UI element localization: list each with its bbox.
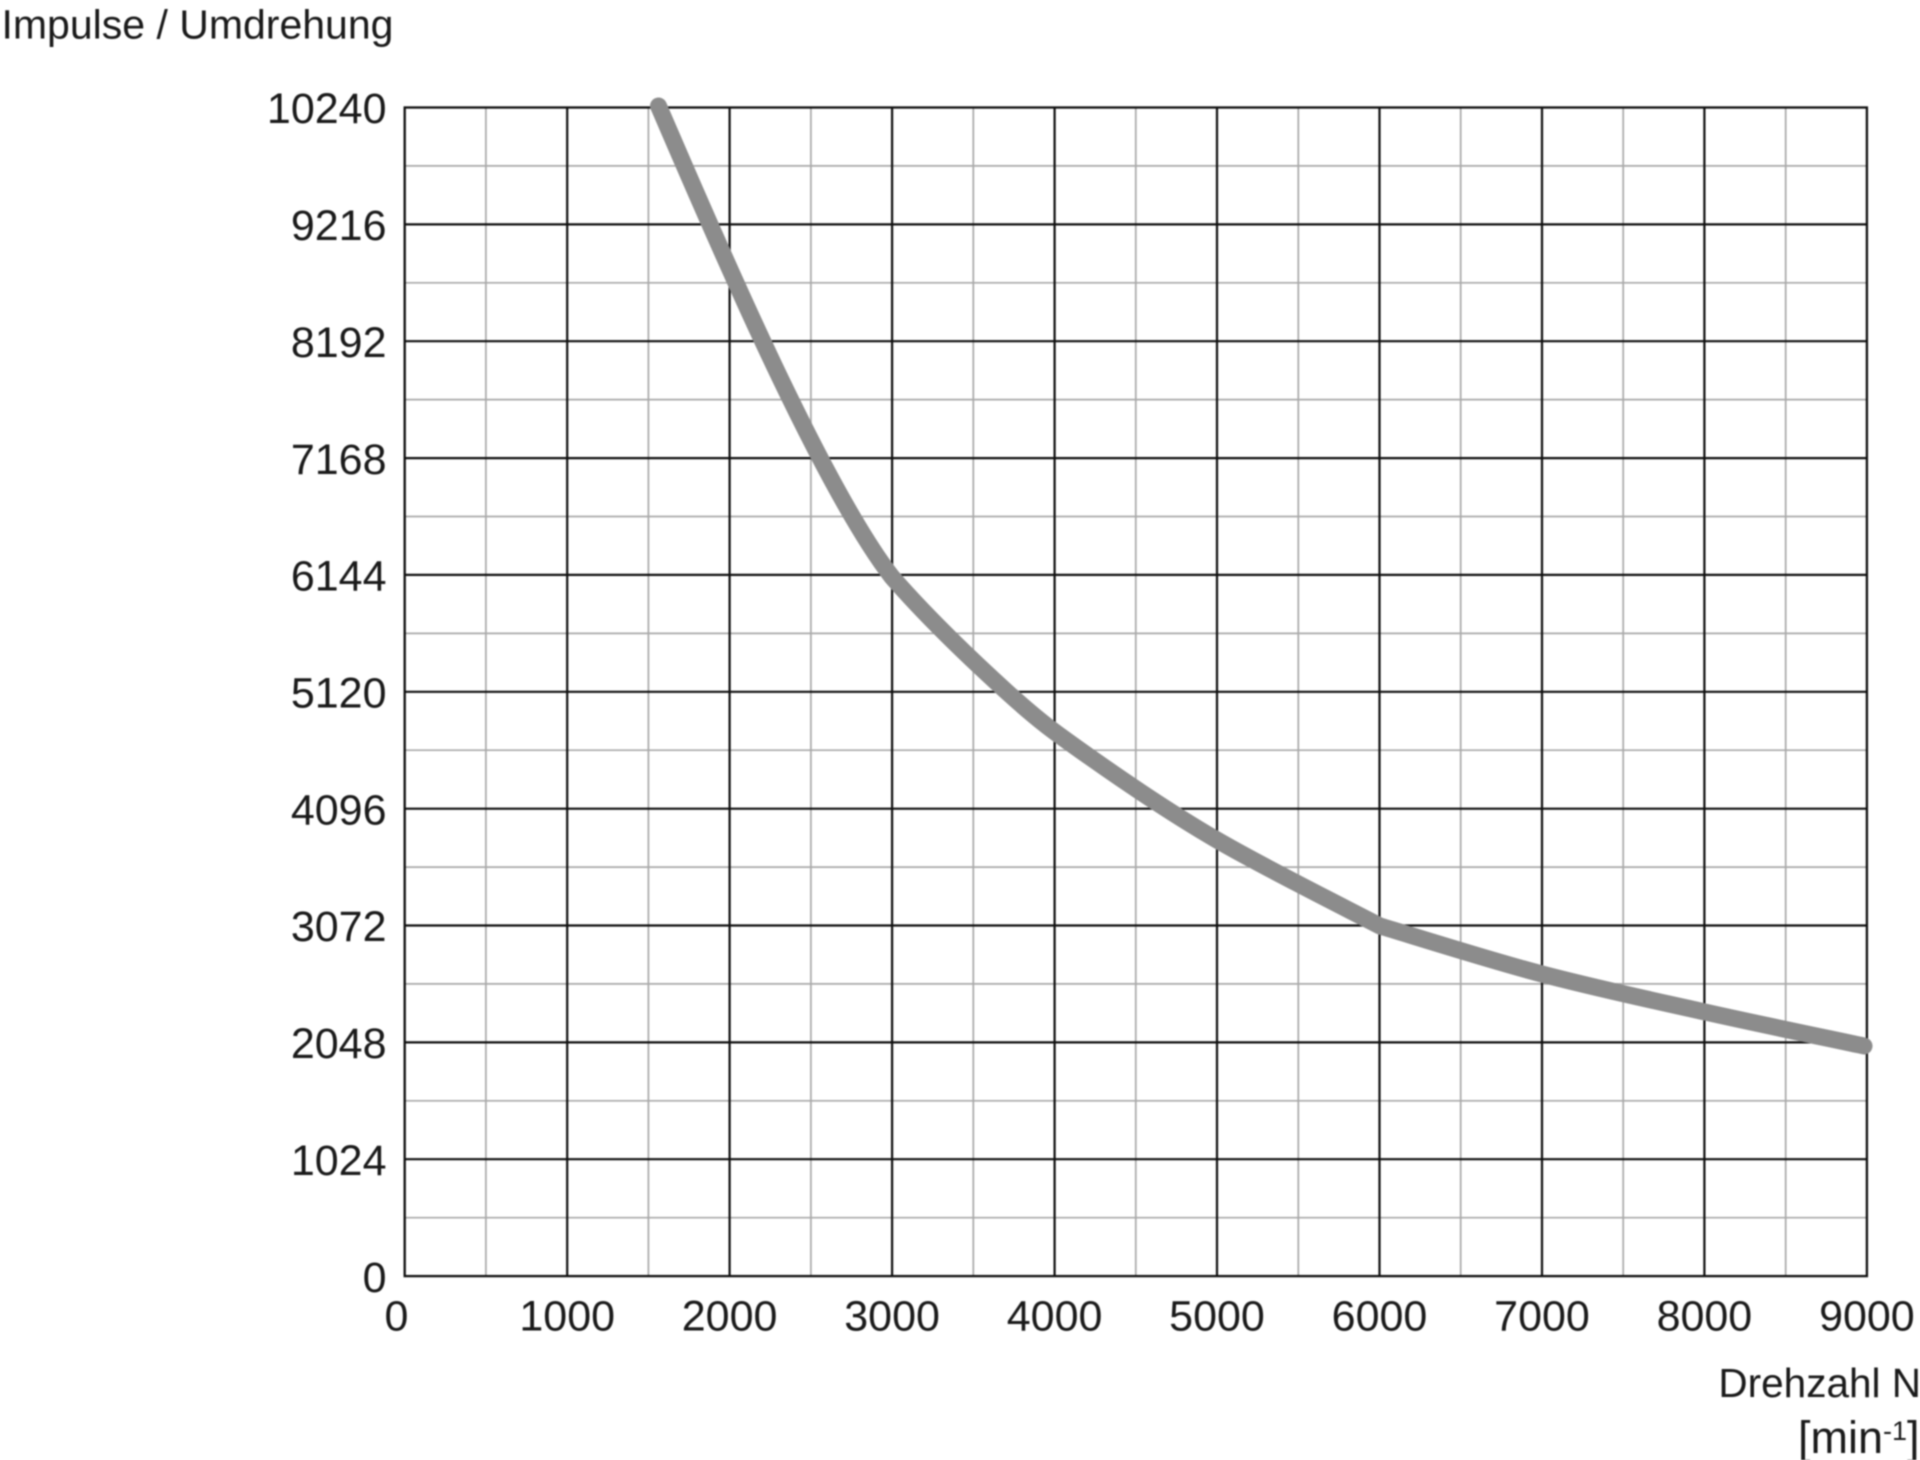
svg-text:6000: 6000	[1332, 1293, 1428, 1341]
svg-text:3000: 3000	[844, 1293, 940, 1341]
svg-text:0: 0	[363, 1254, 387, 1302]
svg-text:4000: 4000	[1007, 1293, 1103, 1341]
svg-text:Drehzahl N: Drehzahl N	[1718, 1360, 1920, 1406]
svg-text:[min-1]: [min-1]	[1798, 1412, 1920, 1460]
svg-text:Impulse / Umdrehung: Impulse / Umdrehung	[2, 2, 394, 48]
svg-text:5120: 5120	[291, 670, 387, 718]
svg-text:4096: 4096	[291, 786, 387, 834]
svg-text:9216: 9216	[291, 202, 387, 250]
svg-text:8192: 8192	[291, 319, 387, 367]
svg-text:8000: 8000	[1657, 1293, 1753, 1341]
svg-text:2000: 2000	[682, 1293, 778, 1341]
svg-text:2048: 2048	[291, 1020, 387, 1068]
svg-text:1024: 1024	[291, 1137, 387, 1185]
svg-text:6144: 6144	[291, 553, 387, 601]
svg-text:7168: 7168	[291, 436, 387, 484]
svg-text:3072: 3072	[291, 903, 387, 951]
svg-text:0: 0	[385, 1293, 409, 1341]
svg-text:9000: 9000	[1819, 1293, 1915, 1341]
svg-text:1000: 1000	[519, 1293, 615, 1341]
svg-text:5000: 5000	[1169, 1293, 1265, 1341]
svg-text:7000: 7000	[1494, 1293, 1590, 1341]
svg-text:10240: 10240	[267, 85, 387, 133]
